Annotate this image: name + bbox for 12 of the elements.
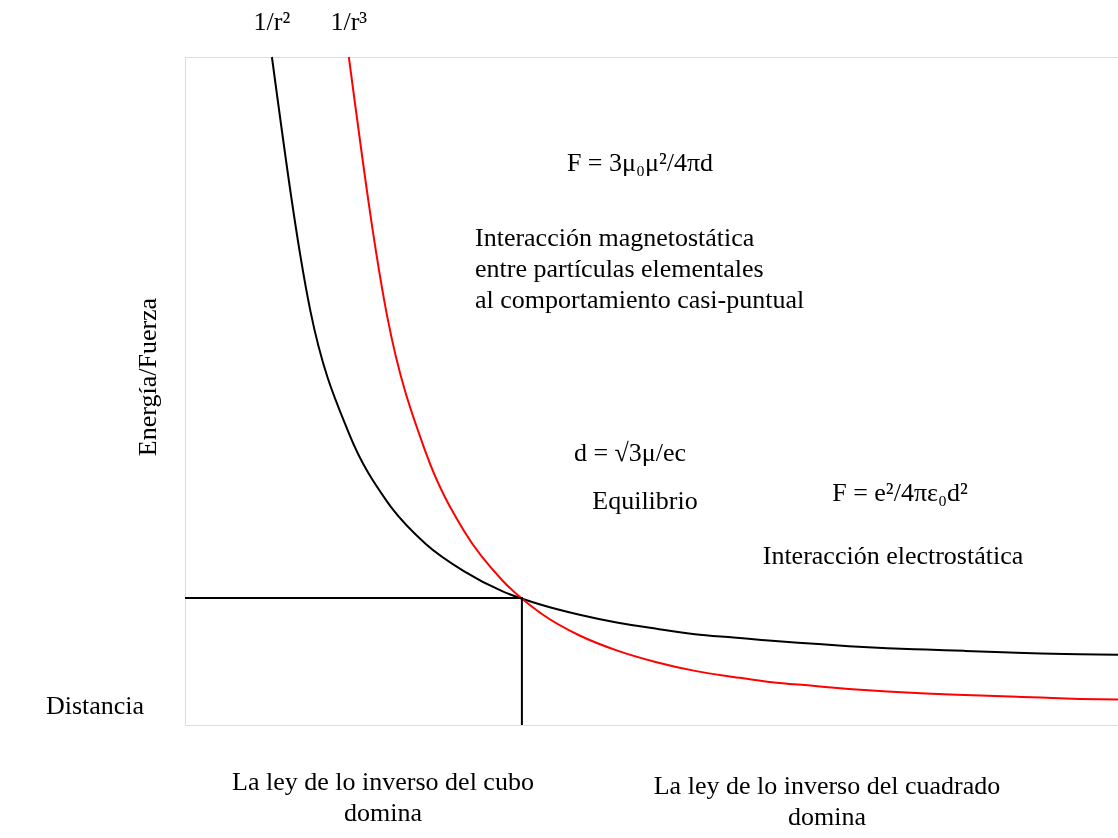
- series-label: 1/r²: [253, 7, 291, 36]
- y-axis-title: Energía/Fuerza: [133, 297, 162, 457]
- annotation: F = 3μ₀μ²/4πd: [566, 148, 714, 177]
- text: La ley de lo inverso del cubo domina: [232, 767, 534, 827]
- annotation: Interacción electrostática: [762, 541, 1024, 570]
- annotation: Interacción magnetostática entre partículas elementales al comportamiento casi-puntual: [475, 223, 805, 314]
- x-axis-title: Distancia: [45, 691, 145, 720]
- series-label: 1/r³: [330, 7, 368, 36]
- annotation: Equilibrio: [592, 486, 698, 515]
- annotation: d = √3μ/ec: [573, 438, 687, 467]
- text: La ley de lo inverso del cuadrado domina: [653, 771, 1001, 831]
- annotation: F = e²/4πε₀d²: [832, 478, 968, 507]
